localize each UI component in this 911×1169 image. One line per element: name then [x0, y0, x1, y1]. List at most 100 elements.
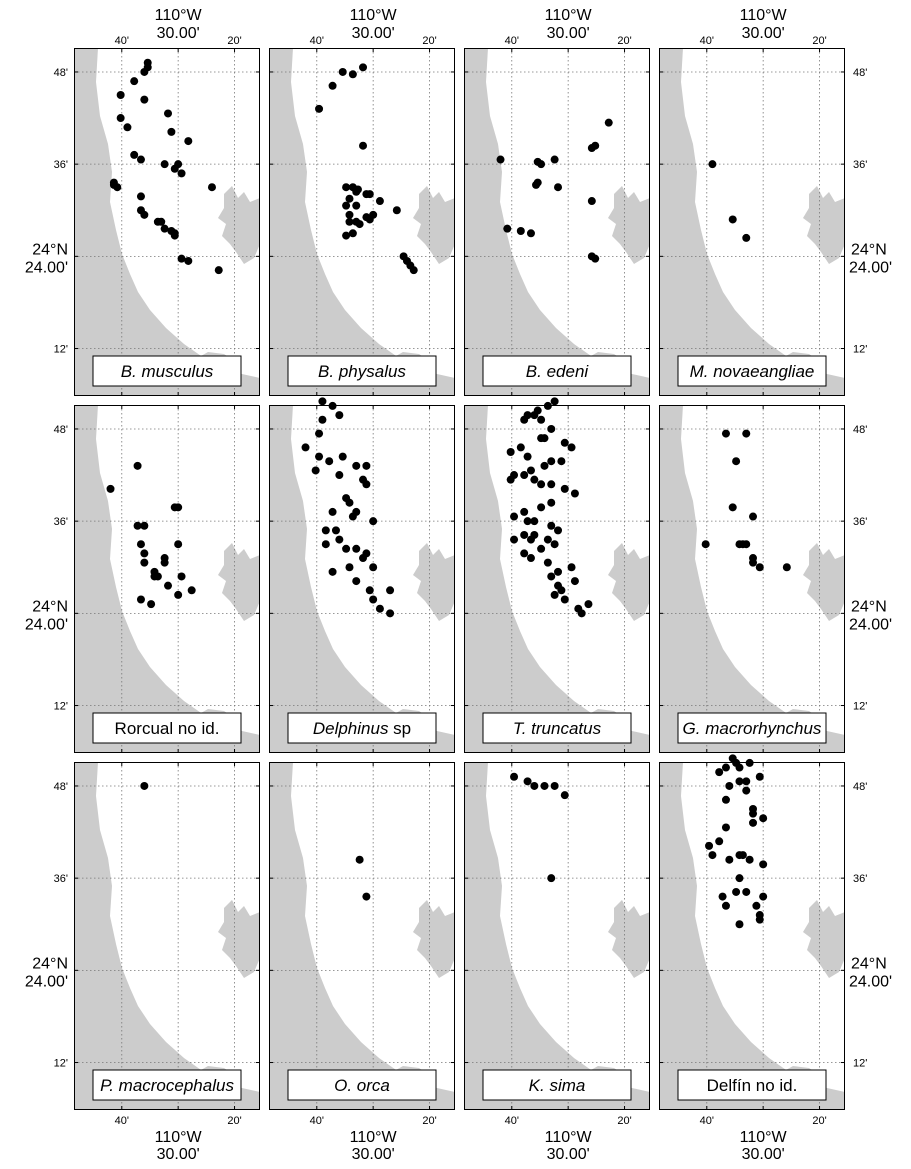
sighting-point: [147, 600, 156, 609]
sighting-point: [540, 461, 549, 470]
sighting-point: [715, 768, 724, 777]
sighting-point: [547, 480, 556, 489]
panel-frame: [659, 48, 845, 396]
sighting-point: [752, 901, 761, 910]
sighting-point: [369, 517, 378, 526]
sighting-point: [570, 577, 579, 586]
panel-k-sima: K. sima: [464, 762, 650, 1110]
sighting-point: [510, 512, 519, 521]
sighting-point: [520, 507, 529, 516]
sighting-point: [701, 540, 710, 549]
bottom-lon-deg-label: 110°W: [350, 1129, 398, 1146]
sighting-point: [735, 763, 744, 772]
island-land: [608, 543, 650, 621]
top-lon-min-label: 30.00': [547, 25, 590, 42]
panel-m-novaeangliae: M. novaeangliae: [659, 48, 845, 396]
left-y-tick-label: 36': [54, 873, 68, 885]
species-label-box: [482, 1069, 632, 1101]
sighting-point: [749, 809, 758, 818]
right-y-tick-label: 48': [853, 67, 867, 79]
panel-frame: [659, 405, 845, 753]
coastline-land: [464, 405, 650, 753]
sighting-point: [567, 443, 576, 452]
sighting-point: [732, 887, 741, 896]
sighting-point: [557, 586, 566, 595]
sighting-point: [732, 457, 741, 466]
sighting-point: [523, 452, 532, 461]
sighting-point: [520, 549, 529, 558]
panel-p-macrocephalus: P. macrocephalus: [74, 762, 260, 1110]
sighting-point: [136, 155, 145, 164]
sighting-point: [369, 595, 378, 604]
sighting-point: [348, 512, 357, 521]
sighting-point: [506, 475, 515, 484]
top-x-tick-label: 40': [115, 35, 129, 47]
species-label: B. physalus: [318, 362, 406, 381]
panel-o-orca: O. orca: [269, 762, 455, 1110]
sighting-point: [365, 586, 374, 595]
bottom-lon-deg-label: 110°W: [740, 1129, 788, 1146]
sighting-point: [725, 855, 734, 864]
sighting-point: [345, 210, 354, 219]
sighting-point: [130, 77, 139, 86]
sighting-point: [550, 540, 559, 549]
top-x-tick-label: 40': [700, 35, 714, 47]
sighting-point: [530, 411, 539, 420]
panel-frame: [464, 405, 650, 753]
sighting-point: [516, 226, 525, 235]
bottom-x-tick-label: 40': [115, 1115, 129, 1127]
sighting-point: [184, 256, 193, 265]
sighting-point: [335, 535, 344, 544]
left-y-tick-label: 48': [54, 424, 68, 436]
sighting-point: [187, 586, 196, 595]
sighting-point: [386, 609, 395, 618]
panel-b-edeni: B. edeni: [464, 48, 650, 396]
sighting-point: [547, 424, 556, 433]
sighting-point: [749, 558, 758, 567]
coastline-land: [269, 48, 455, 396]
sighting-point: [342, 231, 351, 240]
sighting-point: [526, 535, 535, 544]
panel-frame: [464, 48, 650, 396]
sighting-point: [170, 231, 179, 240]
sighting-point: [174, 590, 183, 599]
left-y-tick-label: 12': [54, 701, 68, 713]
left-lat-min-label: 24.00': [25, 973, 68, 990]
coastline-land: [464, 762, 650, 1110]
panel-frame: [269, 762, 455, 1110]
sighting-point: [526, 466, 535, 475]
sighting-point: [136, 192, 145, 201]
sighting-point: [755, 772, 764, 781]
sighting-point: [355, 855, 364, 864]
sighting-point: [745, 855, 754, 864]
sighting-point: [759, 814, 768, 823]
bottom-x-tick-label: 20': [812, 1115, 826, 1127]
bottom-x-tick-label: 40': [310, 1115, 324, 1127]
bottom-lon-min-label: 30.00': [157, 1146, 200, 1163]
coastline-land: [269, 762, 455, 1110]
sighting-point: [375, 604, 384, 613]
species-label: T. truncatus: [513, 719, 602, 738]
sighting-point: [550, 590, 559, 599]
sighting-point: [557, 457, 566, 466]
species-label-box: [677, 712, 827, 744]
panel-t-truncatus: T. truncatus: [464, 397, 650, 753]
panel-rorcual-no-id: Rorcual no id.: [74, 405, 260, 753]
sighting-point: [342, 201, 351, 210]
right-y-tick-label: 48': [853, 424, 867, 436]
species-label: Delfín no id.: [707, 1076, 798, 1095]
bottom-x-tick-label: 40': [700, 1115, 714, 1127]
sighting-point: [742, 777, 751, 786]
sighting-point: [735, 920, 744, 929]
species-label: B. edeni: [526, 362, 590, 381]
sighting-point: [742, 233, 751, 242]
island-land: [608, 900, 650, 978]
sighting-point: [315, 104, 324, 113]
sighting-point: [106, 484, 115, 493]
species-label-box: [92, 355, 242, 387]
sighting-point: [164, 109, 173, 118]
sighting-point: [577, 609, 586, 618]
species-label: K. sima: [529, 1076, 586, 1095]
panel-g-macrorhynchus: G. macrorhynchus: [659, 405, 845, 753]
